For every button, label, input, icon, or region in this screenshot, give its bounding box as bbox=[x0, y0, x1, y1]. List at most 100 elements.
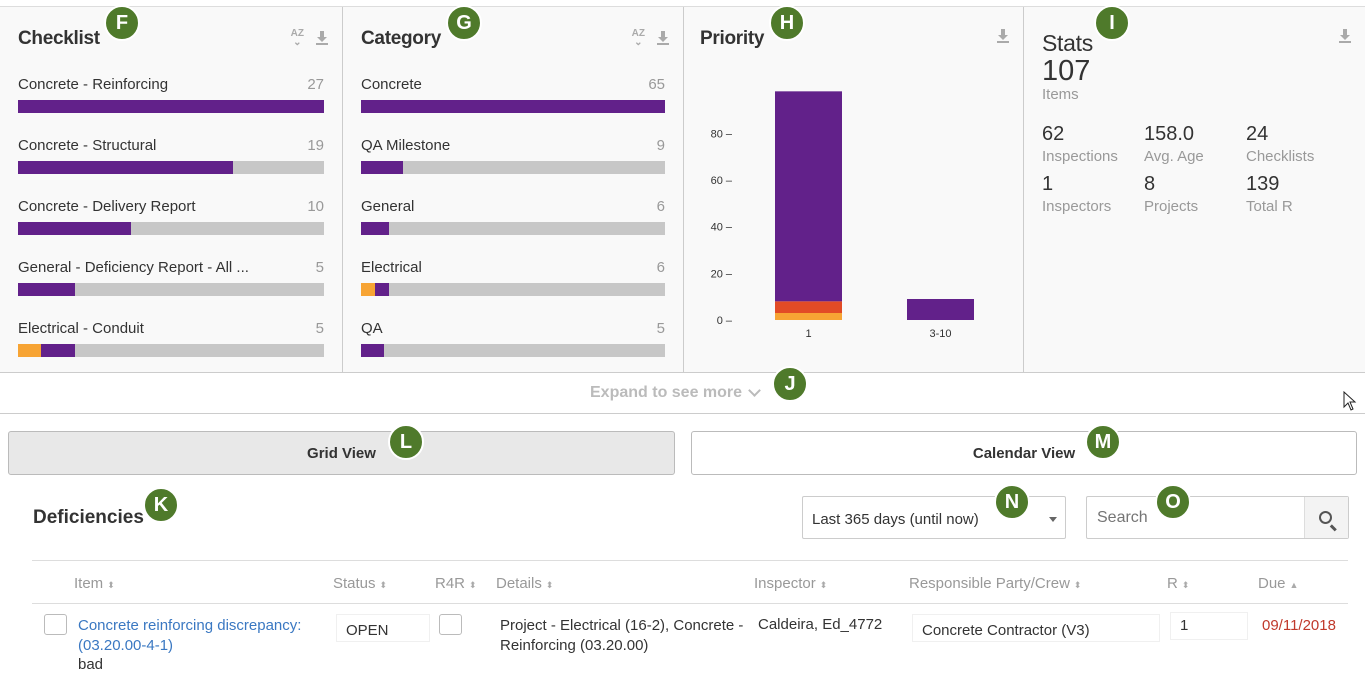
divider bbox=[0, 413, 1365, 414]
sort-az-icon[interactable]: AZ ⌄ bbox=[290, 28, 304, 48]
category-title: Category bbox=[361, 28, 441, 49]
download-icon[interactable] bbox=[657, 31, 669, 45]
bar-segment[interactable] bbox=[775, 91, 842, 302]
annotation-badge-m: M bbox=[1085, 424, 1121, 460]
list-item[interactable]: Electrical 6 bbox=[361, 259, 665, 320]
table-header: Item ⬍ Status ⬍ R4R ⬍ Details ⬍ Inspector ⬍ R… bbox=[32, 560, 1348, 604]
grid-view-button[interactable]: Grid View bbox=[8, 431, 675, 475]
caret-down-icon bbox=[1049, 517, 1057, 522]
list-item-count: 10 bbox=[307, 198, 324, 215]
item-link[interactable]: Concrete reinforcing discrepancy: (03.20… bbox=[78, 617, 302, 654]
stats-title: Stats bbox=[1042, 30, 1093, 56]
stat-cell: 8 Projects bbox=[1144, 173, 1246, 215]
list-item-count: 65 bbox=[648, 76, 665, 93]
chevron-down-icon bbox=[748, 383, 761, 397]
list-item-label: Concrete - Delivery Report bbox=[18, 198, 196, 215]
bar-segment-purple bbox=[18, 100, 324, 113]
r-input[interactable]: 1 bbox=[1170, 612, 1248, 640]
stats-total-label: Items bbox=[1042, 86, 1079, 103]
list-item-label: Concrete - Structural bbox=[18, 137, 157, 154]
list-item-count: 6 bbox=[656, 259, 665, 276]
stat-cell: 158.0 Avg. Age bbox=[1144, 123, 1246, 165]
list-item[interactable]: Concrete - Structural 19 bbox=[18, 137, 324, 198]
bar-segment[interactable] bbox=[775, 313, 842, 320]
bar-segment[interactable] bbox=[775, 301, 842, 313]
column-r[interactable]: R ⬍ bbox=[1167, 575, 1190, 592]
table-row: Concrete reinforcing discrepancy: (03.20… bbox=[32, 604, 1348, 673]
priority-chart: 0 – 20 – 40 – 60 – 80 – 1 3-10 bbox=[711, 91, 974, 340]
column-details[interactable]: Details ⬍ bbox=[496, 575, 554, 592]
progress-bar bbox=[361, 161, 665, 174]
column-r4r[interactable]: R4R ⬍ bbox=[435, 575, 477, 592]
annotation-badge-n: N bbox=[994, 484, 1030, 520]
progress-bar bbox=[18, 100, 324, 113]
annotation-badge-l: L bbox=[388, 424, 424, 460]
stat-label: Total R bbox=[1246, 198, 1293, 215]
download-icon[interactable] bbox=[997, 29, 1009, 43]
checklist-title: Checklist bbox=[18, 28, 100, 49]
list-item-label: Electrical - Conduit bbox=[18, 320, 144, 337]
checklist-rows: Concrete - Reinforcing 27 Concrete - Struc… bbox=[18, 76, 324, 381]
list-item[interactable]: QA Milestone 9 bbox=[361, 137, 665, 198]
list-item[interactable]: General - Deficiency Report - All ... 5 bbox=[18, 259, 324, 320]
date-range-value: Last 365 days (until now) bbox=[812, 511, 979, 528]
progress-bar bbox=[18, 283, 324, 296]
column-inspector[interactable]: Inspector ⬍ bbox=[754, 575, 828, 592]
list-item-count: 6 bbox=[656, 198, 665, 215]
summary-panels: Checklist AZ ⌄ Concrete - Reinforcing 27 Co… bbox=[0, 6, 1365, 373]
list-item[interactable]: Concrete - Delivery Report 10 bbox=[18, 198, 324, 259]
bar-segment[interactable] bbox=[907, 299, 974, 320]
r4r-checkbox[interactable] bbox=[439, 614, 462, 635]
list-item[interactable]: Electrical - Conduit 5 bbox=[18, 320, 324, 381]
priority-panel: Priority 0 – 20 – 40 – 60 – 80 – 1 3-10 bbox=[684, 7, 1024, 372]
sort-icon: ⬍ bbox=[1073, 580, 1082, 590]
status-field[interactable]: OPEN bbox=[336, 614, 430, 642]
stat-cell: 24 Checklists bbox=[1246, 123, 1348, 165]
annotation-badge-f: F bbox=[104, 5, 140, 41]
search-input[interactable] bbox=[1087, 497, 1304, 538]
list-item[interactable]: Concrete - Reinforcing 27 bbox=[18, 76, 324, 137]
sort-az-icon[interactable]: AZ ⌄ bbox=[631, 28, 645, 48]
column-item[interactable]: Item ⬍ bbox=[74, 575, 115, 592]
stats-total: 107 bbox=[1042, 55, 1091, 87]
due-date: 09/11/2018 bbox=[1262, 617, 1336, 634]
progress-bar bbox=[18, 344, 324, 357]
list-item[interactable]: QA 5 bbox=[361, 320, 665, 381]
bar-segment-purple bbox=[18, 283, 75, 296]
stat-value: 139 bbox=[1246, 173, 1280, 195]
checklist-panel: Checklist AZ ⌄ Concrete - Reinforcing 27 Co… bbox=[0, 7, 343, 372]
column-status[interactable]: Status ⬍ bbox=[333, 575, 388, 592]
annotation-badge-k: K bbox=[143, 487, 179, 523]
stat-value: 62 bbox=[1042, 123, 1065, 145]
list-item[interactable]: Concrete 65 bbox=[361, 76, 665, 137]
bar-segment-purple bbox=[40, 344, 75, 357]
sort-icon: ⬍ bbox=[379, 580, 388, 590]
download-icon[interactable] bbox=[316, 31, 328, 45]
row-select-checkbox[interactable] bbox=[44, 614, 67, 635]
calendar-view-button[interactable]: Calendar View bbox=[691, 431, 1357, 475]
responsible-party-field[interactable]: Concrete Contractor (V3) bbox=[912, 614, 1160, 642]
search-button[interactable] bbox=[1304, 497, 1348, 538]
search-box bbox=[1086, 496, 1349, 539]
list-item-label: Concrete - Reinforcing bbox=[18, 76, 169, 93]
bar-segment-purple bbox=[18, 222, 132, 235]
list-item-label: General - Deficiency Report - All ... bbox=[18, 259, 249, 276]
expand-toggle[interactable]: Expand to see more bbox=[590, 383, 761, 402]
progress-bar bbox=[361, 222, 665, 235]
list-item-count: 19 bbox=[307, 137, 324, 154]
stat-value: 24 bbox=[1246, 123, 1269, 145]
item-note: bad bbox=[78, 656, 104, 673]
column-responsible-party[interactable]: Responsible Party/Crew ⬍ bbox=[909, 575, 1082, 592]
bar-segment-purple bbox=[361, 222, 389, 235]
stat-label: Inspections bbox=[1042, 148, 1118, 165]
annotation-badge-o: O bbox=[1155, 484, 1191, 520]
list-item[interactable]: General 6 bbox=[361, 198, 665, 259]
progress-bar bbox=[18, 161, 324, 174]
download-icon[interactable] bbox=[1339, 29, 1351, 43]
progress-bar bbox=[361, 344, 665, 357]
column-due[interactable]: Due ▲ bbox=[1258, 575, 1299, 592]
annotation-badge-j: J bbox=[772, 366, 808, 402]
search-icon bbox=[1319, 511, 1332, 524]
annotation-badge-i: I bbox=[1094, 5, 1130, 41]
y-tick-label: 40 – bbox=[711, 222, 733, 234]
